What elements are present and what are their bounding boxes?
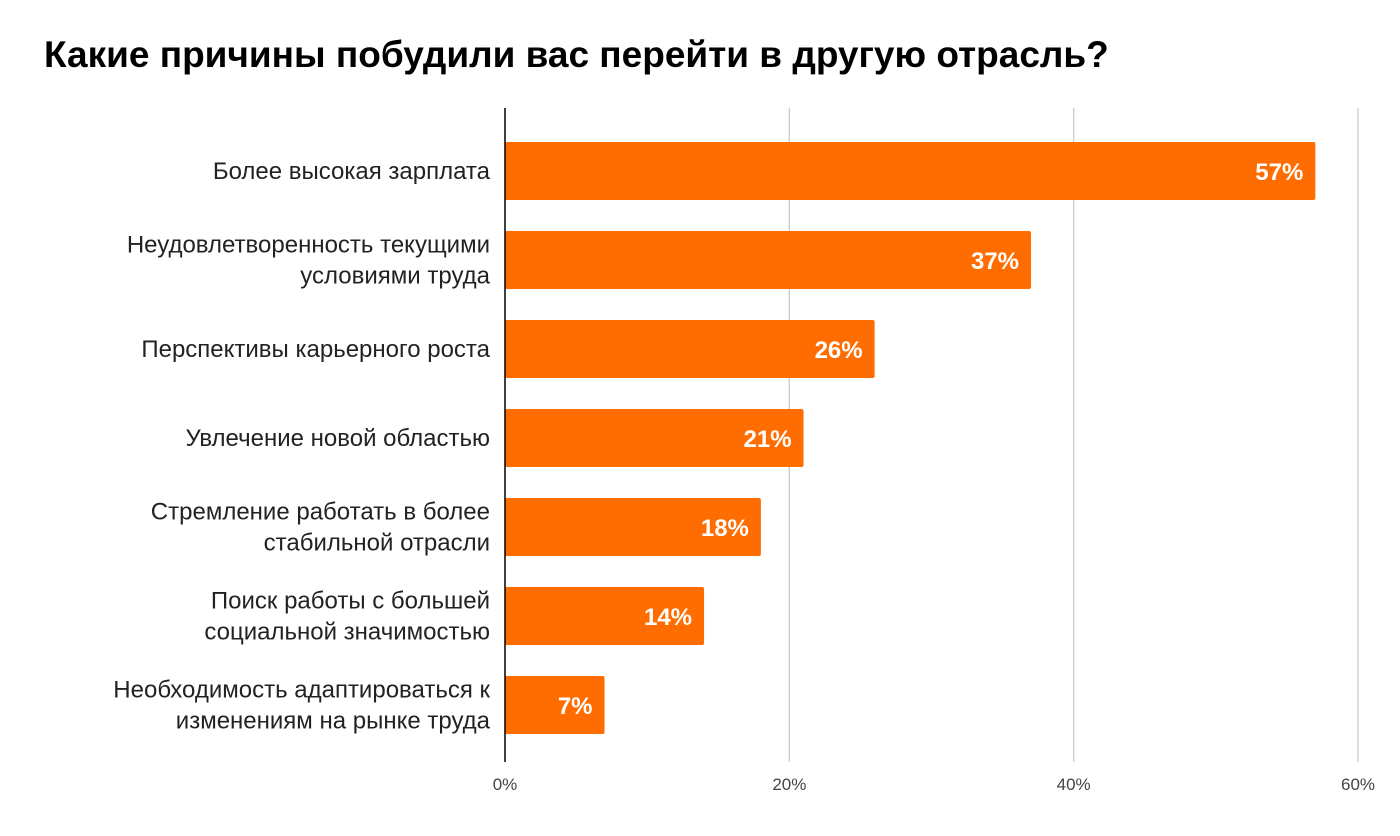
chart-title: Какие причины побудили вас перейти в дру… [44, 34, 1109, 75]
data-label: 21% [744, 426, 792, 453]
category-label: изменениям на рынке труда [176, 708, 491, 735]
x-tick-label: 0% [493, 775, 518, 794]
x-tick-label: 40% [1057, 775, 1091, 794]
category-label: стабильной отрасли [264, 530, 490, 557]
category-label: Перспективы карьерного роста [141, 336, 490, 363]
bar [505, 587, 705, 645]
bar [505, 142, 1316, 200]
bar [505, 409, 804, 467]
data-label: 26% [815, 337, 863, 364]
data-label: 57% [1255, 159, 1303, 186]
data-label: 14% [644, 604, 692, 631]
bars [505, 142, 1316, 734]
data-label: 18% [701, 515, 749, 542]
category-label: условиями труда [300, 263, 490, 290]
category-label: Увлечение новой областью [185, 425, 490, 452]
bar [505, 498, 761, 556]
category-label: Более высокая зарплата [213, 158, 491, 185]
category-label: Необходимость адаптироваться к [113, 677, 490, 704]
category-labels: Более высокая зарплата Неудовлетворенност… [113, 158, 490, 735]
bar [505, 320, 875, 378]
x-axis-ticks: 0% 20% 40% 60% [493, 775, 1375, 794]
category-label: Неудовлетворенность текущими [127, 232, 490, 259]
category-label: социальной значимостью [204, 619, 490, 646]
value-labels: 57% 37% 26% 21% 18% 14% 7% [558, 159, 1304, 720]
x-tick-label: 20% [772, 775, 806, 794]
x-tick-label: 60% [1341, 775, 1375, 794]
bar [505, 676, 605, 734]
category-label: Поиск работы с большей [211, 588, 490, 615]
bar [505, 231, 1032, 289]
data-label: 37% [971, 248, 1019, 275]
gridlines [788, 108, 1359, 762]
data-label: 7% [558, 693, 593, 720]
category-label: Стремление работать в более [151, 499, 490, 526]
